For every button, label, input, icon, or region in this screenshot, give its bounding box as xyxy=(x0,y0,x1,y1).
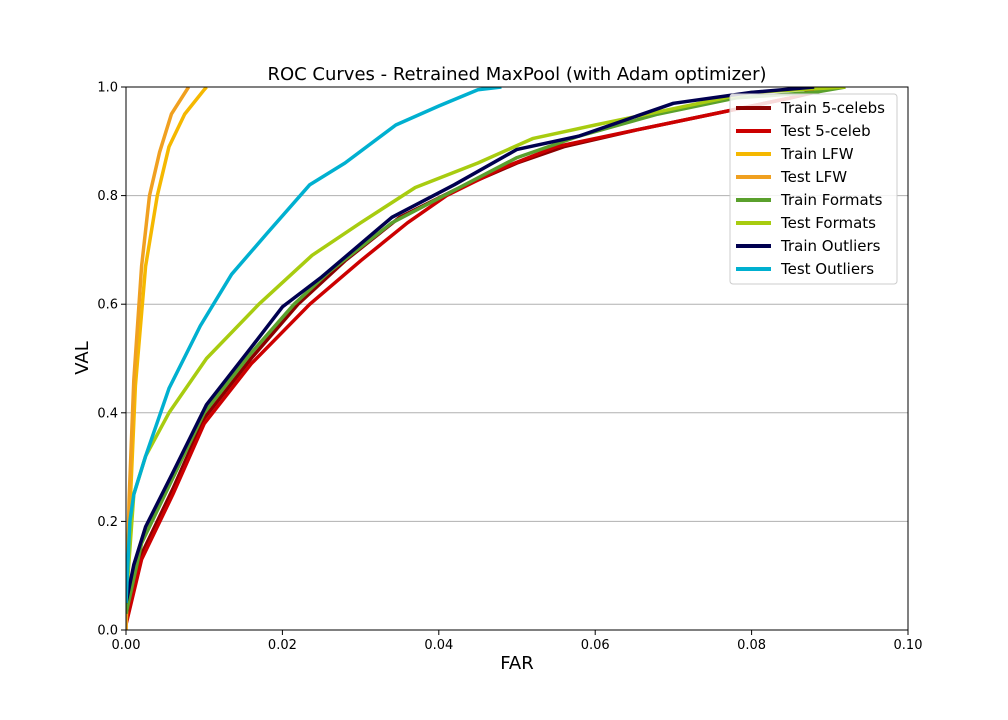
legend-entry: Test Formats xyxy=(780,214,876,232)
series-line-train-outliers xyxy=(126,87,815,604)
legend: Train 5-celebs Test 5-celeb Train LFW Test … xyxy=(729,93,898,285)
x-axis-ticks: 0.00 0.02 0.04 0.06 0.08 0.10 xyxy=(112,630,923,653)
legend-entry: Test LFW xyxy=(780,168,847,186)
x-tick-label: 0.02 xyxy=(268,638,297,653)
x-tick-label: 0.08 xyxy=(737,638,766,653)
series-layer xyxy=(126,87,846,630)
series-line-test-outliers xyxy=(126,87,502,603)
x-tick-label: 0.10 xyxy=(894,638,923,653)
y-tick-label: 0.0 xyxy=(97,624,118,639)
x-tick-label: 0.04 xyxy=(424,638,453,653)
series-line-train-formats xyxy=(126,87,846,615)
legend-entry: Train LFW xyxy=(780,145,854,163)
x-axis-label: FAR xyxy=(500,653,534,674)
y-tick-label: 0.8 xyxy=(97,189,118,204)
x-tick-label: 0.00 xyxy=(112,638,141,653)
series-line-test-lfw xyxy=(126,87,191,630)
y-tick-label: 0.2 xyxy=(97,515,118,530)
legend-entry: Test 5-celeb xyxy=(780,122,871,140)
series-line-test-5-celeb xyxy=(126,87,823,626)
x-tick-label: 0.06 xyxy=(581,638,610,653)
y-tick-label: 1.0 xyxy=(97,81,118,96)
legend-entry: Test Outliers xyxy=(780,260,874,278)
legend-box xyxy=(729,93,898,285)
y-tick-label: 0.6 xyxy=(97,298,118,313)
plot-frame xyxy=(125,86,909,631)
legend-entry: Train 5-celebs xyxy=(780,99,885,117)
chart-title: ROC Curves - Retrained MaxPool (with Ada… xyxy=(267,64,766,85)
y-tick-label: 0.4 xyxy=(97,406,118,421)
y-axis-ticks: 0.0 0.2 0.4 0.6 0.8 1.0 xyxy=(97,81,126,639)
legend-entry: Train Formats xyxy=(780,191,883,209)
legend-entry: Train Outliers xyxy=(780,237,881,255)
y-axis-label: VAL xyxy=(72,341,93,375)
